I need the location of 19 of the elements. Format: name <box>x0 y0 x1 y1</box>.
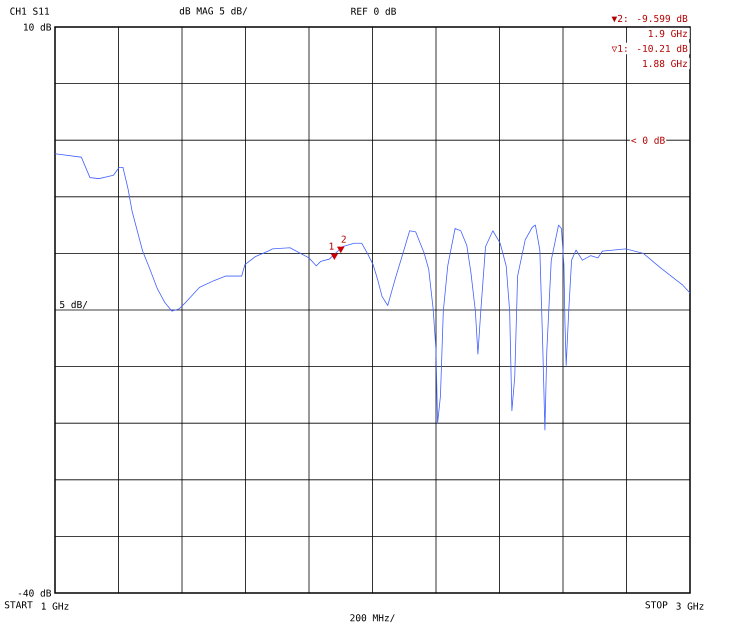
x-tick-label: 3 GHz <box>676 602 704 610</box>
annotation: < 0 dB <box>631 136 665 144</box>
line-series <box>54 153 690 430</box>
text: 200 MHz/ <box>350 614 395 622</box>
annotation: 5 dB/ <box>60 300 88 309</box>
y-tick-label: -40 dB <box>18 589 52 597</box>
annotation: 2 <box>342 236 346 243</box>
x-tick-label: 1 GHz <box>42 602 68 610</box>
text: ▼2: -9.599 dB <box>612 14 688 22</box>
text: START <box>4 601 33 608</box>
y-tick-label: 10 dB <box>24 23 52 31</box>
chart-title: CH1 S11 <box>10 8 50 15</box>
annotation: 1.9 GHz <box>648 30 687 38</box>
annotation: ▽1: -10.21 dB <box>612 44 688 52</box>
annotation: 1.88 GHz <box>643 60 687 68</box>
text: STOP <box>646 601 668 608</box>
text: dB MAG 5 dB/ <box>180 7 248 16</box>
annotation: 1 <box>330 242 334 250</box>
text: REF 0 dB <box>351 7 396 15</box>
